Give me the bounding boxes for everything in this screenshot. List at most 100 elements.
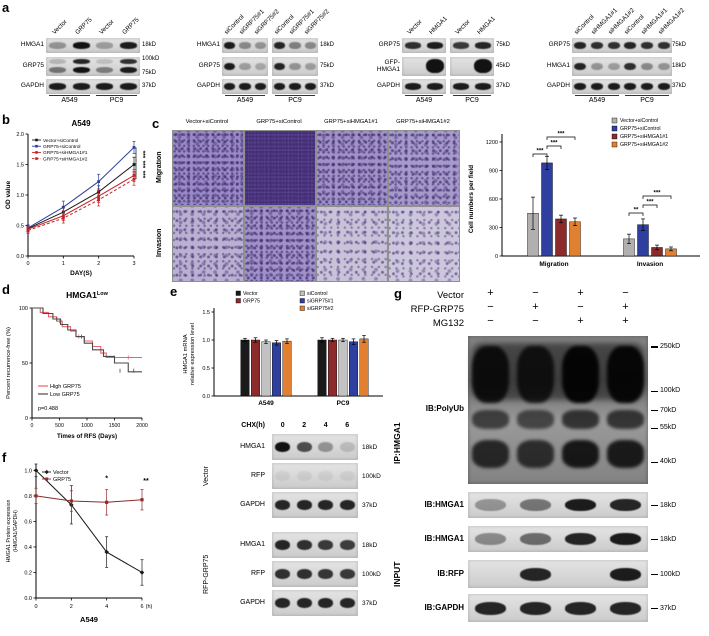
- kd-marker: 18kD: [142, 42, 157, 49]
- wb-band: [339, 539, 355, 551]
- condition-symbol: −: [622, 287, 629, 299]
- cell-line-label: A549: [405, 95, 443, 104]
- wb-band: [519, 499, 552, 512]
- sig-label: ***: [646, 200, 654, 206]
- x-tick-label: 500: [55, 423, 64, 429]
- transwell-col-header: GRP75+siHMGA1#1: [324, 119, 378, 125]
- condition-symbol: −: [487, 315, 494, 327]
- wb-band: [275, 539, 291, 551]
- wb-band: [275, 597, 291, 609]
- wb-band: [607, 62, 620, 71]
- panel-label-f: f: [2, 450, 7, 465]
- series-point: [34, 494, 38, 498]
- series-point: [61, 216, 65, 220]
- legend-label: High GRP75: [50, 384, 81, 390]
- wb-band: [254, 62, 266, 71]
- wb-band: [224, 83, 236, 90]
- y-tick-label: 0.4: [24, 545, 32, 551]
- series-point: [139, 570, 145, 575]
- wb-band: [119, 83, 137, 90]
- chx-row-label: HMGA1: [240, 541, 265, 548]
- panel-label-g: g: [394, 286, 402, 301]
- wb-band: [49, 58, 67, 64]
- x-axis-label: DAY(S): [70, 270, 92, 277]
- wb-band: [607, 83, 620, 90]
- ib-label: IB:RFP: [437, 569, 464, 578]
- series-line: [27, 164, 135, 230]
- wb-row-label-line: GAPDH: [20, 82, 44, 90]
- sig-label: ***: [550, 141, 558, 147]
- wb-blot-box: [272, 463, 358, 489]
- ib-label: IB:GAPDH: [424, 603, 464, 612]
- legend-marker: [611, 141, 618, 148]
- wb-band: [427, 83, 443, 90]
- condition-symbol: +: [577, 315, 584, 327]
- wb-row-label: GRP75: [524, 41, 570, 49]
- cell-line-label: PC9: [625, 95, 669, 104]
- wb-band: [296, 568, 312, 580]
- kd-marker: 37kD: [142, 83, 157, 90]
- legend-marker: [299, 305, 305, 311]
- panel-label-c: c: [152, 116, 160, 131]
- series-line: [27, 178, 135, 231]
- kd-dash: [651, 461, 658, 463]
- panel-label-a: a: [2, 0, 10, 15]
- series-point: [105, 500, 109, 504]
- condition-symbol: −: [577, 301, 584, 313]
- kd-marker: 100kD: [362, 473, 381, 480]
- polyub-blot: [468, 336, 648, 484]
- wb-band: [318, 539, 334, 551]
- sig-label: ***: [557, 132, 565, 138]
- wb-blot-box: [222, 57, 268, 76]
- x-tick-label: 0: [31, 423, 34, 429]
- kd-marker: 70kD: [660, 406, 677, 414]
- wb-blot-box: [46, 38, 140, 53]
- wb-band: [296, 499, 312, 511]
- transwell-image: [316, 206, 388, 282]
- condition-label: MG132: [432, 318, 464, 329]
- wb-band: [591, 42, 603, 49]
- x-tick-label: 4: [105, 604, 108, 610]
- wb-band: [119, 66, 137, 73]
- panel-b-growth-curve-chart: A549 0.0 0.5 1.0 1.5 2.0 0 1 2 3 DAY(S) OD value Vec…: [5, 119, 146, 277]
- x-tick-label: 0: [34, 604, 37, 610]
- wb-band: [591, 83, 603, 90]
- kd-marker: 45kD: [496, 63, 511, 70]
- wb-row-label-line: GAPDH: [376, 82, 400, 90]
- category-label: Migration: [539, 261, 568, 268]
- cell-line-label: A549: [49, 95, 90, 104]
- y-tick-label: 50: [22, 361, 28, 367]
- wb-blot-box: [272, 532, 358, 558]
- polyub-band: [561, 410, 600, 430]
- wb-band: [474, 533, 507, 546]
- panel-label-e: e: [170, 284, 178, 299]
- wb-band: [224, 42, 236, 49]
- chx-timepoint: 4: [323, 422, 328, 429]
- kd-dash: [651, 574, 658, 576]
- wb-band: [339, 568, 355, 580]
- chx-group-label: RFP-GRP75: [203, 554, 210, 594]
- kd-marker: 18kD: [362, 542, 378, 549]
- y-tick-label: 0.0: [24, 596, 32, 602]
- ib-label: IB:HMGA1: [424, 500, 464, 509]
- series-line: [35, 495, 143, 503]
- kd-marker: 37kD: [496, 83, 511, 90]
- kd-marker: 40kD: [660, 458, 677, 466]
- legend-label: GRP75+siHMGA1#2: [43, 156, 88, 162]
- wb-band: [72, 58, 90, 64]
- wb-band: [296, 441, 312, 453]
- wb-band: [624, 42, 637, 49]
- wb-row-label: HMGA1: [178, 41, 220, 49]
- kd-marker: 37kD: [320, 83, 335, 90]
- x-tick-label: 3: [132, 261, 135, 267]
- condition-symbol: +: [622, 315, 629, 327]
- kd-marker: 18kD: [660, 535, 677, 543]
- wb-band: [641, 42, 653, 49]
- x-axis-unit: (h): [146, 604, 153, 610]
- wb-blot-box: [572, 38, 672, 53]
- condition-symbol: +: [622, 301, 629, 313]
- legend-label: GRP75+siHMGA1#1: [43, 150, 88, 156]
- kd-marker: 75kD: [142, 70, 157, 76]
- wb-band: [474, 499, 507, 512]
